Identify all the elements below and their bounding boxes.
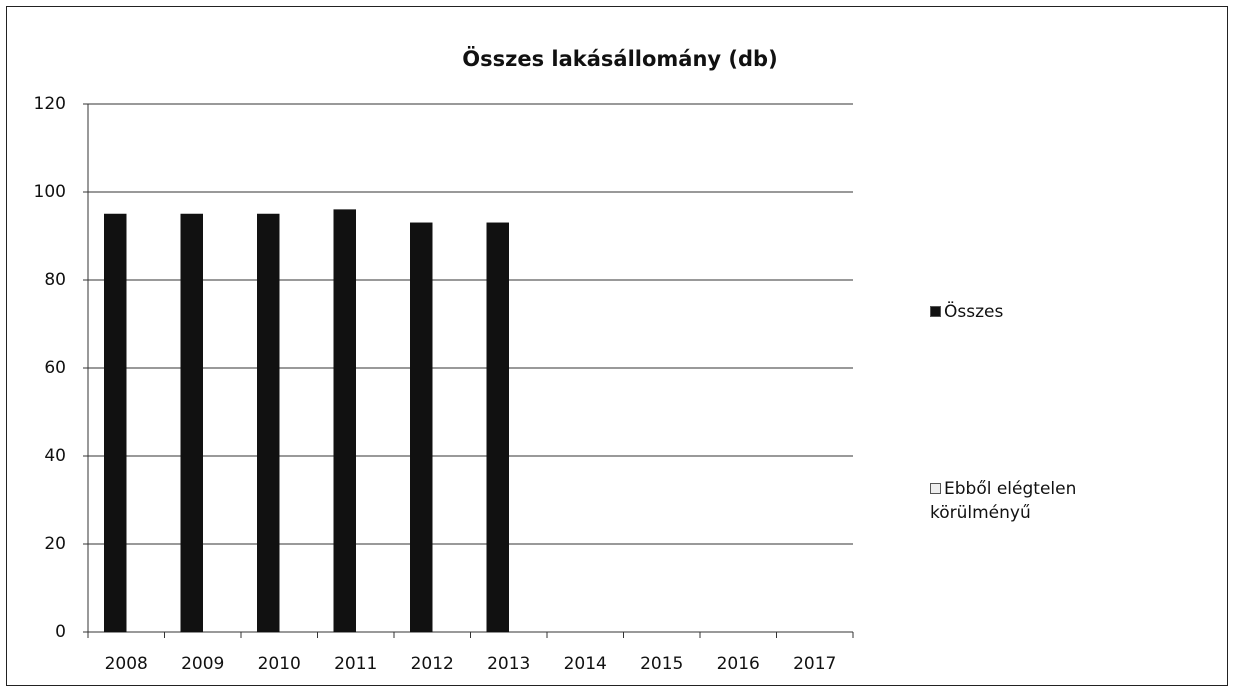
x-tick-label: 2012 (411, 654, 454, 674)
y-tick-label: 60 (44, 358, 66, 378)
y-tick-label: 80 (44, 270, 66, 290)
x-tick-label: 2011 (334, 654, 377, 674)
y-tick-label: 120 (34, 94, 66, 114)
legend-item: Ebből elégtelen körülményű (930, 477, 1130, 525)
bar (410, 222, 433, 633)
x-tick-label: 2013 (487, 654, 530, 674)
x-tick-label: 2016 (717, 654, 760, 674)
bar (333, 209, 356, 633)
x-tick-label: 2010 (258, 654, 301, 674)
x-tick-label: 2008 (105, 654, 148, 674)
y-tick-label: 40 (44, 446, 66, 466)
x-tick-label: 2017 (793, 654, 836, 674)
legend-swatch (930, 483, 941, 494)
x-tick-label: 2015 (640, 654, 683, 674)
chart-frame (6, 6, 1228, 686)
bar (486, 222, 509, 633)
x-tick-label: 2014 (564, 654, 607, 674)
chart-title: Összes lakásállomány (db) (462, 46, 777, 71)
bar (104, 213, 127, 633)
legend-label: Összes (944, 302, 1004, 322)
bar (257, 213, 280, 633)
y-tick-label: 0 (55, 622, 66, 642)
y-tick-label: 100 (34, 182, 66, 202)
legend-item: Összes (930, 300, 1130, 324)
legend-label: Ebből elégtelen körülményű (930, 479, 1077, 523)
x-tick-label: 2009 (181, 654, 224, 674)
y-tick-label: 20 (44, 534, 66, 554)
bar (180, 213, 203, 633)
legend-swatch (930, 306, 941, 317)
